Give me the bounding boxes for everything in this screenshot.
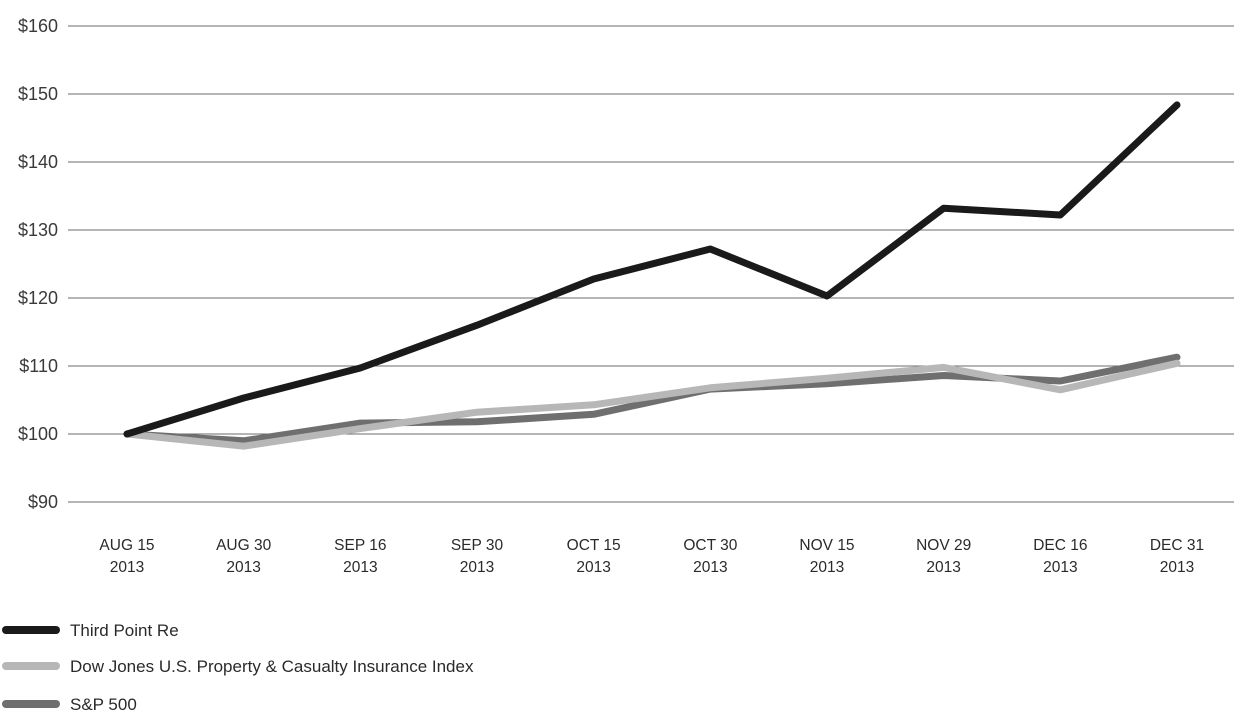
y-tick-label-110: $110 — [19, 356, 58, 376]
y-tick-label-100: $100 — [18, 424, 58, 444]
y-tick-label-120: $120 — [18, 288, 58, 308]
y-axis-labels: $160 $150 $140 $130 $120 $110 $100 $90 — [18, 16, 58, 512]
y-tick-label-90: $90 — [28, 492, 58, 512]
x-tick-label-9-line1: DEC 31 — [1150, 537, 1204, 554]
x-tick-label-6-line2: 2013 — [810, 559, 844, 576]
y-tick-label-140: $140 — [18, 152, 58, 172]
series-line-0 — [123, 101, 1181, 438]
x-tick-label-0-line2: 2013 — [110, 559, 144, 576]
legend-label-2: S&P 500 — [70, 695, 137, 714]
legend-label-0: Third Point Re — [70, 621, 179, 640]
legend-label-1: Dow Jones U.S. Property & Casualty Insur… — [70, 657, 474, 676]
x-tick-label-2-line1: SEP 16 — [334, 537, 386, 554]
series-lines — [123, 101, 1181, 450]
series-line-1 — [123, 359, 1181, 450]
x-axis-labels: AUG 15 2013 AUG 30 2013 SEP 16 2013 SEP 30 2013… — [99, 537, 1204, 576]
x-tick-label-1-line1: AUG 30 — [216, 537, 272, 554]
x-tick-label-9-line2: 2013 — [1160, 559, 1194, 576]
x-tick-label-4-line1: OCT 15 — [567, 537, 621, 554]
x-tick-label-6-line1: NOV 15 — [799, 537, 854, 554]
legend: Third Point Re Dow Jones U.S. Property & … — [2, 621, 474, 714]
x-tick-label-3-line2: 2013 — [460, 559, 494, 576]
y-tick-label-160: $160 — [18, 16, 58, 36]
x-tick-label-7-line2: 2013 — [926, 559, 960, 576]
y-tick-label-150: $150 — [18, 84, 58, 104]
grid-layer — [68, 25, 1234, 503]
x-tick-label-4-line2: 2013 — [576, 559, 610, 576]
x-tick-label-8-line2: 2013 — [1043, 559, 1077, 576]
x-tick-label-7-line1: NOV 29 — [916, 537, 971, 554]
x-tick-label-5-line1: OCT 30 — [683, 537, 737, 554]
x-tick-label-2-line2: 2013 — [343, 559, 377, 576]
x-tick-label-8-line1: DEC 16 — [1033, 537, 1087, 554]
x-tick-label-1-line2: 2013 — [226, 559, 260, 576]
y-tick-label-130: $130 — [18, 220, 58, 240]
x-tick-label-3-line1: SEP 30 — [451, 537, 504, 554]
x-tick-label-0-line1: AUG 15 — [99, 537, 154, 554]
x-tick-label-5-line2: 2013 — [693, 559, 727, 576]
